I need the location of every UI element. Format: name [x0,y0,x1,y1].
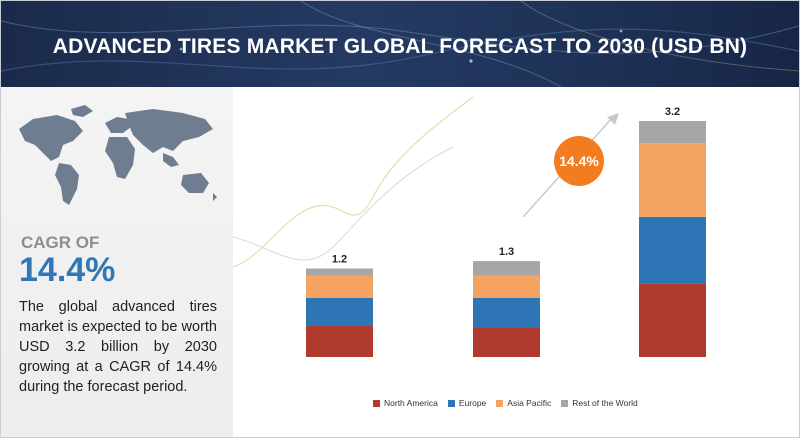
legend-item: Asia Pacific [496,398,551,408]
bar-segment-asia-pacific [473,275,540,298]
growth-arrow-head [607,113,619,125]
legend-label: Europe [458,398,487,408]
cagr-value: 14.4% [19,251,116,289]
decorative-curve [233,146,454,261]
legend-label: Asia Pacific [507,398,552,408]
legend-swatch [447,399,455,407]
bar-segment-north-america [473,327,540,357]
chart-title: ADVANCED TIRES MARKET GLOBAL FORECAST TO… [52,35,748,58]
bar-total-label: 1.2 [332,254,347,266]
summary-panel: CAGR OF 14.4% The global advanced tires … [1,87,233,437]
legend-item: Europe [447,398,487,408]
decorative-curve [233,96,474,268]
bar-segment-north-america [639,283,706,357]
bar-segment-europe [639,216,706,284]
summary-text: The global advanced tires market is expe… [19,299,217,395]
bar-total-label: 3.2 [665,106,680,118]
legend-label: North America [384,398,438,408]
legend-item: North America [373,398,438,408]
legend-swatch [496,399,504,407]
legend-swatch [373,399,380,407]
bar-total-label: 1.3 [499,246,514,258]
bar-segment-europe [306,298,373,327]
cagr-label: CAGR OF [21,233,100,252]
bar-segment-rest-of-the-world [306,268,373,276]
legend-label: Rest of the World [572,398,638,408]
bar-segment-asia-pacific [639,143,706,217]
bar-segment-europe [473,298,540,328]
legend-swatch [561,399,569,407]
legend-item: Rest of the World [561,398,638,408]
stacked-bar-chart: 1.2 1.3 3.2 14.4% [233,96,706,357]
bar-segment-rest-of-the-world [473,261,540,276]
bar-segment-rest-of-the-world [639,121,706,144]
bar-segment-asia-pacific [306,275,373,298]
bar-segment-north-america [306,326,373,357]
cagr-bubble-label: 14.4% [559,153,599,169]
world-map-icon [19,105,217,205]
cagr-bubble [554,136,604,186]
banner-light-streaks [1,1,799,87]
title-banner: ADVANCED TIRES MARKET GLOBAL FORECAST TO… [1,1,799,87]
chart-legend: North America Europe Asia Pacific Rest of t… [373,398,638,408]
